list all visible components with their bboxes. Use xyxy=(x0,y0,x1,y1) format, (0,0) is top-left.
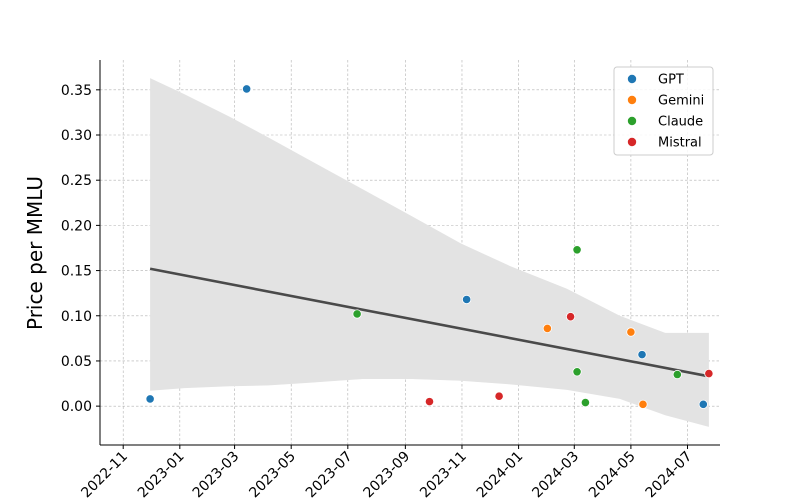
y-tick-label: 0.30 xyxy=(61,128,92,144)
y-tick-label: 0.20 xyxy=(61,218,92,234)
y-tick-label: 0.00 xyxy=(61,399,92,415)
data-point-gpt xyxy=(698,399,708,409)
legend: GPT Gemini Claude Mistral xyxy=(613,66,714,156)
x-tick-label: 2023-09 xyxy=(361,449,414,500)
regression-line-layer xyxy=(149,267,710,378)
x-tick-label: 2024-05 xyxy=(586,449,639,500)
y-tick-label: 0.05 xyxy=(61,354,92,370)
data-point-gpt xyxy=(462,294,472,305)
y-tick-label: 0.15 xyxy=(61,264,92,280)
legend-label-gemini: Gemini xyxy=(658,94,704,109)
x-tick-label: 2023-05 xyxy=(246,449,299,500)
legend-marker-mistral xyxy=(627,137,637,147)
data-point-gemini xyxy=(626,327,636,337)
y-tick-label: 0.35 xyxy=(61,83,92,99)
confidence-band xyxy=(150,78,709,427)
y-tick-label: 0.25 xyxy=(61,173,92,189)
data-point-claude xyxy=(572,367,582,377)
legend-marker-gpt xyxy=(627,74,637,84)
data-point-claude xyxy=(672,369,682,380)
data-point-gpt xyxy=(145,394,155,404)
x-tick-label: 2024-07 xyxy=(643,449,696,500)
confidence-band-layer xyxy=(150,78,709,427)
y-axis-title: Price per MMLU xyxy=(23,176,47,330)
x-tick-label: 2023-01 xyxy=(135,449,188,500)
data-point-gpt xyxy=(242,84,252,94)
x-tick-label: 2022-11 xyxy=(78,449,131,500)
legend-label-mistral: Mistral xyxy=(658,136,702,151)
x-tick-label: 2024-03 xyxy=(529,449,582,500)
regression-line xyxy=(149,267,710,378)
data-point-mistral xyxy=(565,312,576,322)
data-point-mistral xyxy=(424,397,435,407)
data-point-gemini xyxy=(638,399,648,409)
legend-marker-gemini xyxy=(627,95,637,105)
axes xyxy=(96,60,720,449)
data-point-mistral xyxy=(704,369,714,379)
legend-box xyxy=(613,66,714,156)
data-point-claude xyxy=(572,245,582,255)
data-point-claude xyxy=(580,397,591,408)
legend-marker-claude xyxy=(627,116,637,126)
data-point-gemini xyxy=(542,323,552,334)
legend-label-claude: Claude xyxy=(658,115,703,130)
data-points xyxy=(145,84,714,409)
x-tick-label: 2024-01 xyxy=(474,449,527,500)
data-point-mistral xyxy=(494,391,504,401)
x-tick-label: 2023-03 xyxy=(190,449,243,500)
data-point-gpt xyxy=(637,350,647,360)
y-tick-label: 0.10 xyxy=(61,309,92,325)
data-point-claude xyxy=(352,309,362,319)
legend-label-gpt: GPT xyxy=(658,73,684,88)
x-tick-label: 2023-11 xyxy=(417,449,470,500)
x-tick-label: 2023-07 xyxy=(303,449,356,500)
